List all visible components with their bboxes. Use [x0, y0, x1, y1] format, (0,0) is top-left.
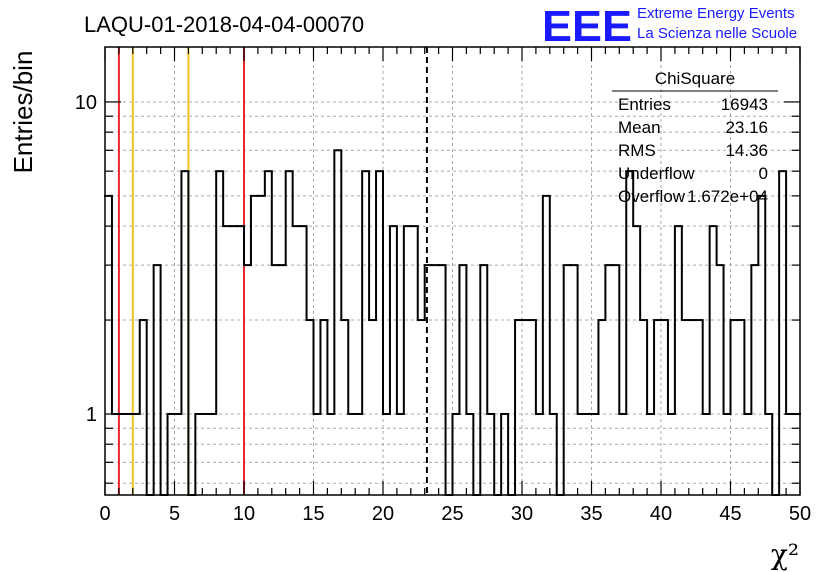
x-tick-label: 50	[789, 503, 811, 525]
logo-line-2: La Scienza nelle Scuole	[637, 25, 797, 42]
eee-logo: EEE Extreme Energy Events La Scienza nel…	[542, 2, 797, 51]
x-tick-label: 40	[650, 503, 672, 525]
stats-label-mean: Mean	[618, 118, 661, 137]
x-tick-labels: 0 5 10 15 20 25 30 35 40 45 50	[99, 503, 811, 525]
y-tick-label: 10	[75, 92, 97, 114]
x-tick-label: 25	[441, 503, 463, 525]
x-tick-label: 10	[233, 503, 255, 525]
x-tick-label: 15	[302, 503, 324, 525]
stats-value-overflow: 1.672e+04	[687, 187, 768, 206]
stats-label-entries: Entries	[618, 95, 671, 114]
stats-label-overflow: Overflow	[618, 187, 686, 206]
x-tick-label: 0	[99, 503, 110, 525]
y-axis-label: Entries/bin	[8, 51, 38, 174]
x-tick-label: 45	[719, 503, 741, 525]
stats-value-entries: 16943	[721, 95, 768, 114]
eee-logo-mark: EEE	[542, 2, 632, 51]
axis-ticks	[104, 47, 801, 495]
stats-label-rms: RMS	[618, 141, 656, 160]
y-tick-label: 1	[86, 404, 97, 426]
x-tick-label: 5	[169, 503, 180, 525]
x-tick-label: 35	[580, 503, 602, 525]
logo-line-1: Extreme Energy Events	[637, 5, 795, 22]
y-tick-labels: 1 10	[75, 92, 97, 426]
histogram-bins	[104, 149, 801, 496]
stats-value-mean: 23.16	[725, 118, 768, 137]
stats-value-underflow: 0	[759, 164, 768, 183]
stats-value-rms: 14.36	[725, 141, 768, 160]
stats-label-underflow: Underflow	[618, 164, 695, 183]
x-axis-label: χ²	[771, 538, 799, 571]
chart-title: LAQU-01-2018-04-04-00070	[84, 12, 364, 37]
stats-title: ChiSquare	[655, 69, 735, 88]
x-tick-label: 20	[372, 503, 394, 525]
stats-box: ChiSquare Entries 16943 Mean 23.16 RMS 1…	[612, 69, 778, 206]
x-tick-label: 30	[511, 503, 533, 525]
